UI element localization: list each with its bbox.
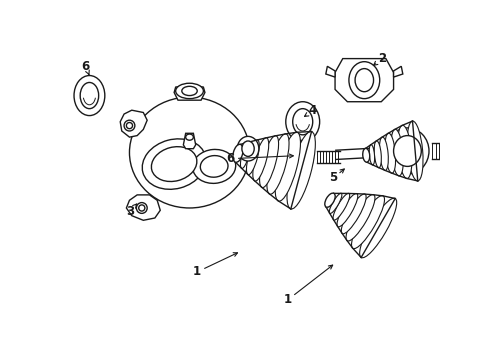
Ellipse shape [346,194,375,241]
Ellipse shape [253,138,269,181]
Text: 5: 5 [329,171,338,184]
Polygon shape [120,110,147,137]
Ellipse shape [235,144,241,162]
Ellipse shape [326,193,334,207]
Ellipse shape [287,131,316,209]
Ellipse shape [341,194,366,234]
Ellipse shape [391,129,403,176]
Ellipse shape [369,145,375,165]
Ellipse shape [379,137,388,171]
Text: 2: 2 [378,52,386,65]
Ellipse shape [241,142,250,168]
Ellipse shape [393,136,421,166]
Ellipse shape [151,147,197,181]
Text: 6: 6 [81,60,90,73]
Text: 1: 1 [284,293,292,306]
Ellipse shape [139,205,145,211]
Polygon shape [174,85,205,100]
Ellipse shape [293,109,313,135]
Ellipse shape [275,132,300,201]
Ellipse shape [74,76,105,116]
Ellipse shape [126,122,133,129]
Ellipse shape [337,194,358,227]
Ellipse shape [200,156,228,177]
Polygon shape [126,195,160,220]
Ellipse shape [267,134,289,194]
Ellipse shape [193,149,236,183]
Ellipse shape [329,193,342,213]
Ellipse shape [292,147,307,168]
Ellipse shape [365,148,368,162]
Polygon shape [183,133,196,149]
Ellipse shape [246,140,259,175]
Ellipse shape [286,140,314,174]
Text: 3: 3 [126,204,134,217]
Ellipse shape [182,86,197,95]
Ellipse shape [386,128,429,174]
Text: 1: 1 [193,265,201,278]
Ellipse shape [260,136,279,188]
Ellipse shape [233,144,243,162]
Ellipse shape [385,133,395,173]
Ellipse shape [360,198,397,258]
Ellipse shape [333,193,350,220]
Ellipse shape [136,203,147,213]
Ellipse shape [325,193,335,207]
Polygon shape [326,66,335,77]
Ellipse shape [349,62,380,99]
Ellipse shape [374,141,381,168]
Ellipse shape [398,125,412,179]
Ellipse shape [186,134,194,140]
Ellipse shape [242,141,254,156]
Polygon shape [393,66,403,77]
Ellipse shape [363,148,370,162]
Ellipse shape [124,120,135,131]
Ellipse shape [80,82,98,109]
Text: 6: 6 [226,152,234,165]
Ellipse shape [286,102,319,142]
Ellipse shape [351,195,385,249]
Ellipse shape [355,69,373,92]
Ellipse shape [407,121,423,181]
Ellipse shape [175,83,203,99]
Text: 4: 4 [309,104,317,117]
Ellipse shape [129,97,249,208]
Ellipse shape [142,139,206,189]
Ellipse shape [237,136,259,161]
Polygon shape [335,59,393,102]
